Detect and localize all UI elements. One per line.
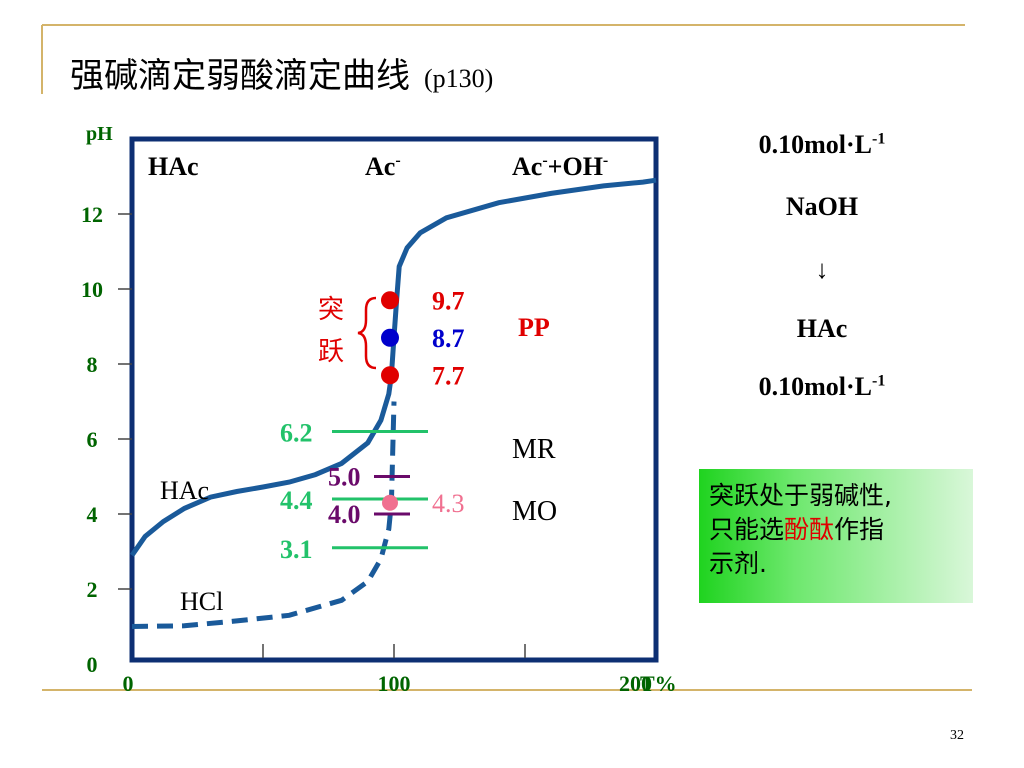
ac2-sup: - (542, 152, 547, 169)
y-tick-label-1: 2 (87, 577, 98, 602)
note-highlight: 酚酞 (784, 515, 835, 544)
y-axis-label: pH (86, 123, 113, 145)
page-number: 32 (950, 728, 964, 743)
pp-indicator-label: PP (518, 313, 550, 342)
y-tick-label-6: 12 (81, 202, 103, 227)
x-tick-label-2: 200 (619, 671, 652, 696)
mr-indicator-label: MR (512, 434, 556, 465)
jump-label-2: 跃 (318, 337, 344, 366)
mo-line-label-1: 4.0 (328, 500, 361, 529)
title-part-1: 强碱 (70, 56, 138, 96)
x-tick-label-0: 0 (123, 671, 134, 696)
y-tick-label-5: 10 (81, 277, 103, 302)
jump-point-label-1: 8.7 (432, 324, 465, 353)
y-tick-label-4: 8 (87, 352, 98, 377)
ac-sup: - (395, 152, 400, 169)
y-tick-label-0: 0 (87, 652, 98, 677)
jump-point-2 (381, 366, 399, 385)
jump-label-1: 突 (318, 295, 344, 324)
y-ticks: 0 2 4 6 8 10 12 (81, 202, 132, 677)
titrant-name: NaOH (785, 192, 859, 221)
hac-series-line (129, 177, 657, 557)
mr-line-label-2: 3.1 (280, 535, 313, 564)
hac-curve-label: HAc (160, 476, 209, 505)
ac-text: Ac (365, 152, 395, 181)
region-label-hac: HAc (148, 152, 199, 181)
mo-point (382, 494, 398, 511)
titrant-conc-sup: -1 (872, 130, 886, 148)
plot-frame (129, 136, 659, 663)
note-line-3: 示剂. (709, 549, 767, 578)
conclusion-note: 突跃处于弱碱性, 只能选酚酞作指 示剂. (699, 469, 973, 603)
region-label-ac: Ac- (365, 152, 401, 181)
slide-title: 强碱滴定弱酸滴定曲线 (p130) (70, 56, 493, 99)
mr-lines: 6.2 4.4 3.1 (280, 419, 428, 564)
oh-sup: - (603, 152, 608, 169)
mo-lines: 5.0 4.0 4.3 (328, 463, 465, 530)
down-arrow-icon: ↓ (815, 255, 829, 284)
note-line-2-post: 作指 (834, 515, 885, 544)
note-line-2-pre: 只能选 (709, 515, 785, 544)
title-part-4: 滴定曲线 (274, 56, 410, 96)
note-line-2: 只能选酚酞作指 (709, 513, 967, 547)
hcl-series-line (131, 401, 397, 629)
jump-points: 9.7 8.7 7.7 (381, 286, 465, 390)
y-tick-label-3: 6 (87, 427, 98, 452)
mr-line-label-1: 4.4 (280, 486, 313, 515)
analyte-name: HAc (796, 314, 848, 343)
hcl-curve-label: HCl (180, 587, 223, 616)
mo-line-label-0: 5.0 (328, 463, 361, 492)
title-part-2: 滴定 (138, 56, 206, 96)
analyte-conc-sup: -1 (872, 372, 886, 390)
region-label-ac-oh: Ac-+OH- (512, 152, 608, 181)
jump-point-1 (381, 328, 399, 347)
y-tick-label-2: 4 (87, 502, 98, 527)
x-axis-label: T% (640, 671, 677, 696)
ac2-text: Ac (512, 152, 542, 181)
mo-indicator-label: MO (512, 496, 557, 527)
titrant-concentration: 0.10mol·L-1 (722, 130, 922, 160)
mr-line-label-0: 6.2 (280, 419, 313, 448)
title-reference: (p130) (424, 64, 494, 93)
analyte-conc-text: 0.10mol·L (758, 372, 873, 401)
oh-text: +OH (548, 152, 603, 181)
jump-point-0 (381, 291, 399, 310)
analyte-concentration: 0.10mol·L-1 (722, 372, 922, 402)
note-line-1: 突跃处于弱碱性, (709, 481, 892, 510)
jump-point-label-0: 9.7 (432, 286, 465, 315)
mo-point-label: 4.3 (432, 489, 465, 518)
x-ticks: 0 100 200 (123, 644, 652, 696)
titrant-conc-text: 0.10mol·L (758, 130, 873, 159)
title-part-3: 弱酸 (206, 56, 274, 96)
x-tick-label-1: 100 (378, 671, 411, 696)
jump-brace (357, 296, 377, 370)
jump-point-label-2: 7.7 (432, 361, 465, 390)
